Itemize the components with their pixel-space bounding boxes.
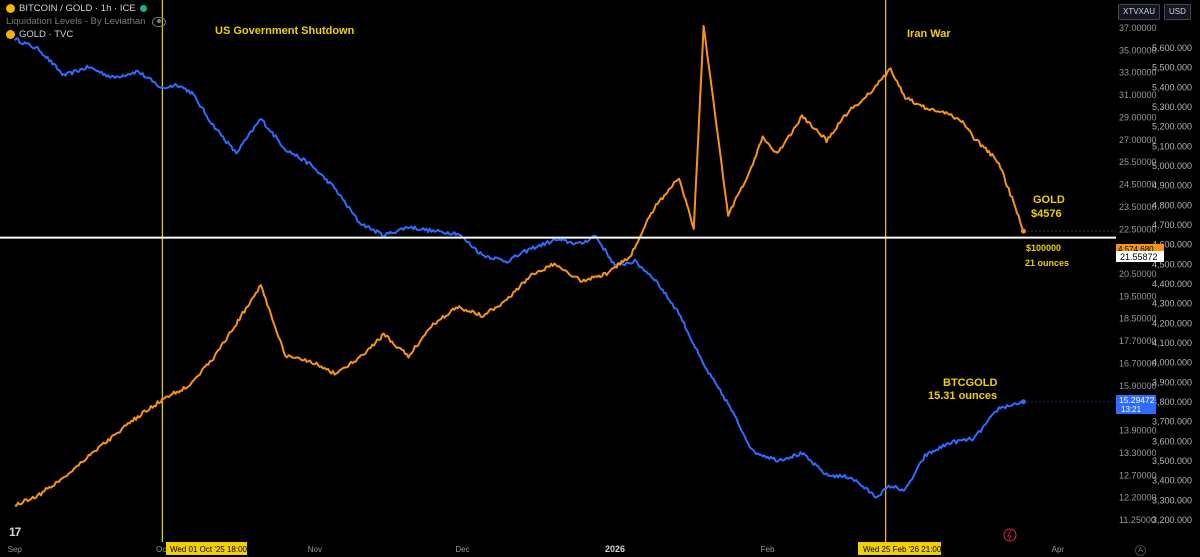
x-axis-tick: Dec <box>455 545 469 554</box>
hline-right-label: 21 ounces <box>1025 258 1069 268</box>
date-tag-shutdown: Wed 01 Oct '25 18:00 <box>166 542 248 555</box>
vline-label-iran: Iran War <box>907 28 951 40</box>
series-endpoint-gold <box>1020 228 1026 234</box>
gold-axis-tick: 3,500.000 <box>1152 456 1192 466</box>
date-tag-shutdown-text: Wed 01 Oct '25 18:00 <box>170 545 248 554</box>
btcgold-axis-tick: 13.30000 <box>1119 448 1157 458</box>
gold-axis-tick: 5,300.000 <box>1152 102 1192 112</box>
btc-annotation-title: BTCGOLD <box>943 377 997 389</box>
btcgold-axis-tick: 12.70000 <box>1119 470 1157 480</box>
btcgold-axis-tick: 11.25000 <box>1119 515 1156 525</box>
chart-legend: BITCOIN / GOLD · 1h · ICE Liquidation Le… <box>6 2 167 41</box>
legend-indicator-row[interactable]: Liquidation Levels - By Leviathan <box>6 15 167 28</box>
date-tag-iran-text: Wed 25 Feb '26 21:00 <box>863 545 942 554</box>
gold-axis-tick: 5,100.000 <box>1152 141 1192 151</box>
vline-label-shutdown: US Government Shutdown <box>215 25 355 37</box>
bitcoin-coin-icon <box>6 4 15 13</box>
hline-left-label: $100000 <box>1026 243 1061 253</box>
gold-axis-tick: 4,500.000 <box>1152 259 1192 269</box>
btcgold-axis-tick: 37.00000 <box>1119 23 1157 33</box>
x-axis-tick: Sep <box>8 545 23 554</box>
flash-icon[interactable] <box>1003 528 1017 542</box>
btcgold-axis-tick: 22.50000 <box>1119 224 1157 234</box>
btcgold-axis-tick: 18.50000 <box>1119 314 1157 324</box>
btcgold-price-tag: 15.29472 13:21 <box>1116 395 1156 414</box>
gold-axis-tick: 3,400.000 <box>1152 476 1192 486</box>
gold-axis-tick: 5,500.000 <box>1152 63 1192 73</box>
btcgold-axis-tick: 13.90000 <box>1119 426 1157 436</box>
gold-axis-tick: 4,300.000 <box>1152 299 1192 309</box>
btcgold-axis-tick: 29.00000 <box>1119 112 1157 122</box>
legend-indicator-name: Liquidation Levels - By Leviathan <box>6 16 146 27</box>
btcgold-axis-tick: 35.00000 <box>1119 45 1157 55</box>
legend-gold-row[interactable]: GOLD · TVC <box>6 28 166 41</box>
btc-annotation-value: 15.31 ounces <box>928 390 997 402</box>
series-layer <box>14 25 1116 507</box>
gold-axis-tick: 3,900.000 <box>1152 377 1192 387</box>
market-status-icon <box>139 5 147 12</box>
gold-axis-tick: 4,800.000 <box>1152 200 1192 210</box>
gold-axis-tick: 4,100.000 <box>1152 338 1192 348</box>
btcgold-axis-tick: 31.00000 <box>1119 90 1157 100</box>
gold-axis-tick: 3,300.000 <box>1152 495 1192 505</box>
btcgold-axis-tick: 23.50000 <box>1119 202 1157 212</box>
gold-axis-tick: 3,800.000 <box>1152 397 1192 407</box>
btcgold-axis-tick: 15.90000 <box>1119 381 1157 391</box>
legend-main-title: BITCOIN / GOLD · 1h · ICE <box>19 3 136 14</box>
gold-axis-tick: 5,000.000 <box>1152 161 1192 171</box>
x-axis-tick: Feb <box>761 545 775 554</box>
tradingview-logo: 17 <box>9 525 21 539</box>
hline-axis-tag-text: 21.55872 <box>1120 252 1158 262</box>
x-axis-tick: Apr <box>1052 545 1065 554</box>
btcgold-axis-tick: 25.50000 <box>1119 157 1157 167</box>
legend-main-row[interactable]: BITCOIN / GOLD · 1h · ICE <box>6 2 166 15</box>
btcgold-timer-text: 13:21 <box>1121 405 1142 414</box>
btcgold-axis-tick: 27.00000 <box>1119 135 1157 145</box>
gold-axis-tick: 4,900.000 <box>1152 181 1192 191</box>
btcgold-axis-tick: 20.50000 <box>1119 269 1157 279</box>
gold-annotation-value: $4576 <box>1031 208 1062 220</box>
gold-axis-tick: 3,200.000 <box>1152 515 1192 525</box>
btcgold-axis-tick: 33.00000 <box>1119 68 1157 78</box>
gold-axis-tick: 5,400.000 <box>1152 82 1192 92</box>
gold-axis-tick: 4,700.000 <box>1152 220 1192 230</box>
currency-button[interactable]: USD <box>1164 4 1191 20</box>
legend-gold-title: GOLD · TVC <box>19 29 74 40</box>
x-axis-tick: Oct <box>156 545 169 554</box>
btcgold-price-tag-text: 15.29472 <box>1119 395 1155 405</box>
btcgold-axis-tick: 24.50000 <box>1119 180 1157 190</box>
gold-axis-tick: 3,600.000 <box>1152 436 1192 446</box>
date-tag-iran: Wed 25 Feb '26 21:00 <box>858 542 942 555</box>
hline-axis-tag: 21.55872 <box>1116 251 1164 262</box>
series-endpoint-btcgold <box>1020 399 1026 405</box>
eye-icon[interactable] <box>152 16 167 27</box>
gold-annotation-title: GOLD <box>1033 194 1065 206</box>
gold-coin-icon <box>6 30 15 39</box>
gold-price-tag-text: 4,574.680 <box>1118 245 1154 254</box>
series-line-gold <box>14 25 1025 507</box>
auto-scale-button[interactable]: A <box>1135 545 1146 556</box>
annotations: US Government Shutdown Iran War GOLD $45… <box>215 25 1069 402</box>
btcgold-axis-tick: 17.70000 <box>1119 336 1157 346</box>
x-axis-tick: 2026 <box>605 544 625 554</box>
btcgold-axis-tick: 16.70000 <box>1119 358 1157 368</box>
btcgold-axis-tick: 19.50000 <box>1119 291 1157 301</box>
gold-price-tag: 4,574.680 <box>1116 244 1164 254</box>
gold-axis-tick: 4,400.000 <box>1152 279 1192 289</box>
event-lines <box>161 0 887 542</box>
gold-axis-tick: 5,200.000 <box>1152 122 1192 132</box>
gold-axis-tick: 4,200.000 <box>1152 318 1192 328</box>
gold-axis-tick: 4,000.000 <box>1152 358 1192 368</box>
symbol-button[interactable]: XTVXAU <box>1118 4 1161 20</box>
gold-axis-tick: 4,600.000 <box>1152 240 1192 250</box>
btcgold-axis-tick: 12.20000 <box>1119 493 1157 503</box>
x-axis-tick: Nov <box>308 545 322 554</box>
gold-axis-tick: 3,700.000 <box>1152 417 1192 427</box>
series-line-btcgold <box>14 37 1024 499</box>
gold-axis-tick: 5,600.000 <box>1152 43 1192 53</box>
